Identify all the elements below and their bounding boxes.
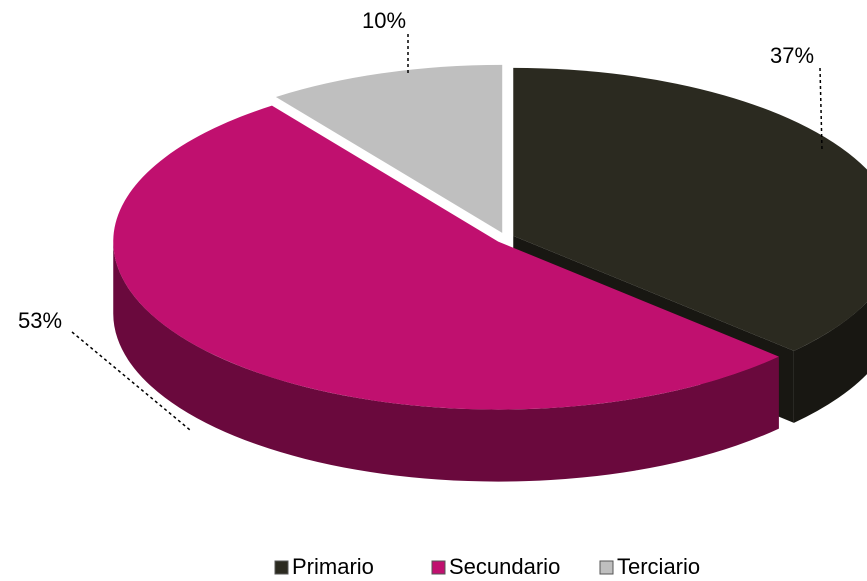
- legend-swatch: [431, 560, 446, 575]
- leader-line: [819, 67, 823, 151]
- slice-side: [113, 241, 779, 482]
- data-labels: 37% 53% 10%: [18, 8, 823, 431]
- slice: [275, 64, 503, 233]
- slice: [113, 105, 779, 410]
- data-label: 10%: [362, 8, 406, 33]
- data-label: 53%: [18, 308, 62, 333]
- legend-swatch: [274, 560, 289, 575]
- legend-label: Secundario: [449, 554, 560, 579]
- leader-line: [71, 331, 191, 431]
- pie-tops: [113, 64, 867, 410]
- legend-label: Terciario: [617, 554, 700, 579]
- slice-side: [793, 302, 867, 423]
- slice: [513, 67, 867, 351]
- legend-label: Primario: [292, 554, 374, 579]
- data-label: 37%: [770, 43, 814, 68]
- legend-swatch: [599, 560, 614, 575]
- legend: Primario Secundario Terciario: [274, 554, 700, 579]
